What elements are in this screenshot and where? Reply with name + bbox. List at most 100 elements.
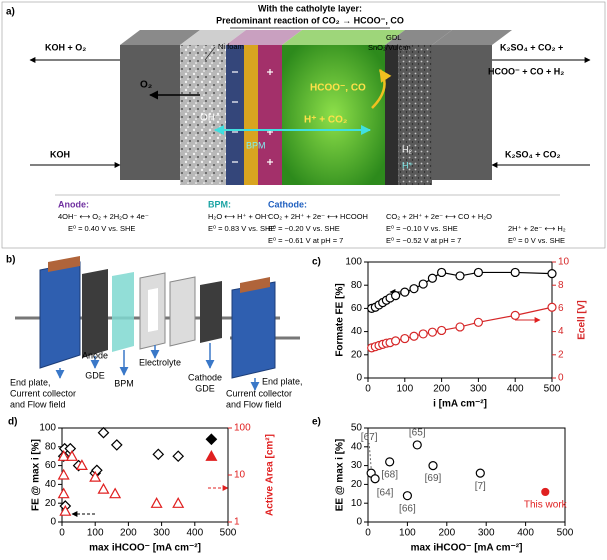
reaction: CO₂ + 2H⁺ + 2e⁻ ⟷ CO + H₂O <box>386 212 492 221</box>
point-label: [66] <box>399 503 416 514</box>
point-label: This work <box>524 500 568 511</box>
data-point <box>371 475 379 483</box>
data-point <box>112 440 122 450</box>
x-tick-label: 300 <box>478 528 495 539</box>
data-point <box>403 492 411 500</box>
x-axis-title: max iHCOO⁻ [mA cm⁻²] <box>411 543 523 554</box>
label-leader <box>369 443 371 468</box>
data-point <box>59 470 69 479</box>
part-label: Current collector <box>10 388 76 398</box>
layer-label: SnO₂/Vulcan <box>368 43 411 52</box>
y-tick-label: 0 <box>356 517 362 528</box>
panel-label: d) <box>8 417 17 428</box>
y2-axis-title: Ecell [V] <box>577 300 588 339</box>
data-point <box>206 451 216 460</box>
reaction: E⁰ = 0.83 V vs. SHE <box>208 224 275 233</box>
x-tick-label: 500 <box>557 528 574 539</box>
point-label: [65] <box>409 428 426 439</box>
species-label: HCOO⁻, CO <box>310 83 366 94</box>
species-label: H₂ <box>402 144 412 154</box>
y-tick-label: 100 <box>39 423 56 434</box>
page: a) With the catholyte layer: Predominant… <box>0 0 607 560</box>
y2-tick-label: 100 <box>234 423 251 434</box>
anode-gde <box>82 269 108 358</box>
cathode-gde <box>200 281 222 343</box>
point-label: [7] <box>475 481 486 492</box>
reaction: E⁰ = −0.61 V at pH = 7 <box>268 236 343 245</box>
y-tick-label: 20 <box>45 498 57 509</box>
y-tick-label: 30 <box>351 460 363 471</box>
species-label: H⁺ + CO₂ <box>304 115 347 126</box>
bpm-junction <box>244 45 258 185</box>
figure: a) With the catholyte layer: Predominant… <box>0 0 607 560</box>
plot-frame <box>62 428 228 522</box>
data-point <box>548 303 556 311</box>
data-point <box>474 268 482 276</box>
x-tick-label: 400 <box>517 528 534 539</box>
data-point <box>476 469 484 477</box>
part-label: GDE <box>85 370 105 380</box>
header: With the catholyte layer: <box>258 3 362 13</box>
y-tick-label: 10 <box>351 498 363 509</box>
flow-label: K₂SO₄ + CO₂ <box>505 149 561 159</box>
data-point <box>110 489 120 498</box>
data-point <box>410 332 418 340</box>
y-tick-label: 0 <box>356 373 362 384</box>
flow-label: KOH <box>50 149 70 159</box>
part-label: End plate, <box>10 377 51 387</box>
x-tick-label: 100 <box>399 528 416 539</box>
end-plate <box>40 262 80 368</box>
data-point <box>99 484 109 493</box>
y-axis-title: FE @ max i [%] <box>31 439 42 511</box>
data-point <box>511 268 519 276</box>
part-label: GDE <box>195 383 215 393</box>
x-tick-label: 300 <box>470 384 487 395</box>
x-tick-label: 200 <box>433 384 450 395</box>
x-tick-label: 500 <box>220 528 237 539</box>
data-point <box>548 270 556 278</box>
data-point <box>428 274 436 282</box>
data-point <box>206 434 216 444</box>
reaction: 2H⁺ + 2e⁻ ⟷ H₂ <box>508 224 566 233</box>
y2-tick-label: 10 <box>558 257 570 268</box>
reaction: E⁰ = −0.20 V vs. SHE <box>268 224 340 233</box>
x-tick-label: 200 <box>438 528 455 539</box>
y-tick-label: 40 <box>351 326 363 337</box>
data-point <box>438 326 446 334</box>
species-label: OH⁻ <box>200 113 220 124</box>
data-point <box>429 462 437 470</box>
end-plate <box>432 45 492 180</box>
panel-label: b) <box>6 255 15 266</box>
end-plate <box>232 282 275 378</box>
data-point <box>392 337 400 345</box>
data-point <box>59 489 69 498</box>
part-label: Current collector <box>226 388 292 398</box>
y-tick-label: 60 <box>351 303 363 314</box>
data-point <box>401 335 409 343</box>
y2-tick-label: 8 <box>558 280 564 291</box>
y2-tick-label: 1 <box>234 517 240 528</box>
x-tick-label: 200 <box>120 528 137 539</box>
flow-label: K₂SO₄ + CO₂ + <box>500 42 563 52</box>
layer-label: Ni foam <box>218 42 244 51</box>
y2-tick-label: 2 <box>558 349 564 360</box>
data-point <box>438 268 446 276</box>
species-label: H⁺ <box>402 160 413 170</box>
x-tick-label: 300 <box>153 528 170 539</box>
y-tick-label: 100 <box>345 257 362 268</box>
header: Predominant reaction of CO₂ → HCOO⁻, CO <box>216 15 404 25</box>
data-point <box>410 285 418 293</box>
y-tick-label: 40 <box>45 479 57 490</box>
y2-tick-label: 6 <box>558 303 564 314</box>
y2-axis-title: Active Area [cm²] <box>265 434 276 516</box>
reaction: E⁰ = 0 V vs. SHE <box>508 236 565 245</box>
data-point <box>511 311 519 319</box>
panel-label: c) <box>312 257 321 268</box>
flow-label: KOH + O₂ <box>45 42 86 52</box>
species-label: BPM <box>246 140 266 150</box>
y-axis-title: EE @ max i [%] <box>335 439 346 512</box>
part-label: Electrolyte <box>139 357 181 367</box>
panel-label: e) <box>312 417 321 428</box>
data-point <box>413 441 421 449</box>
part-label: Cathode <box>188 372 222 382</box>
